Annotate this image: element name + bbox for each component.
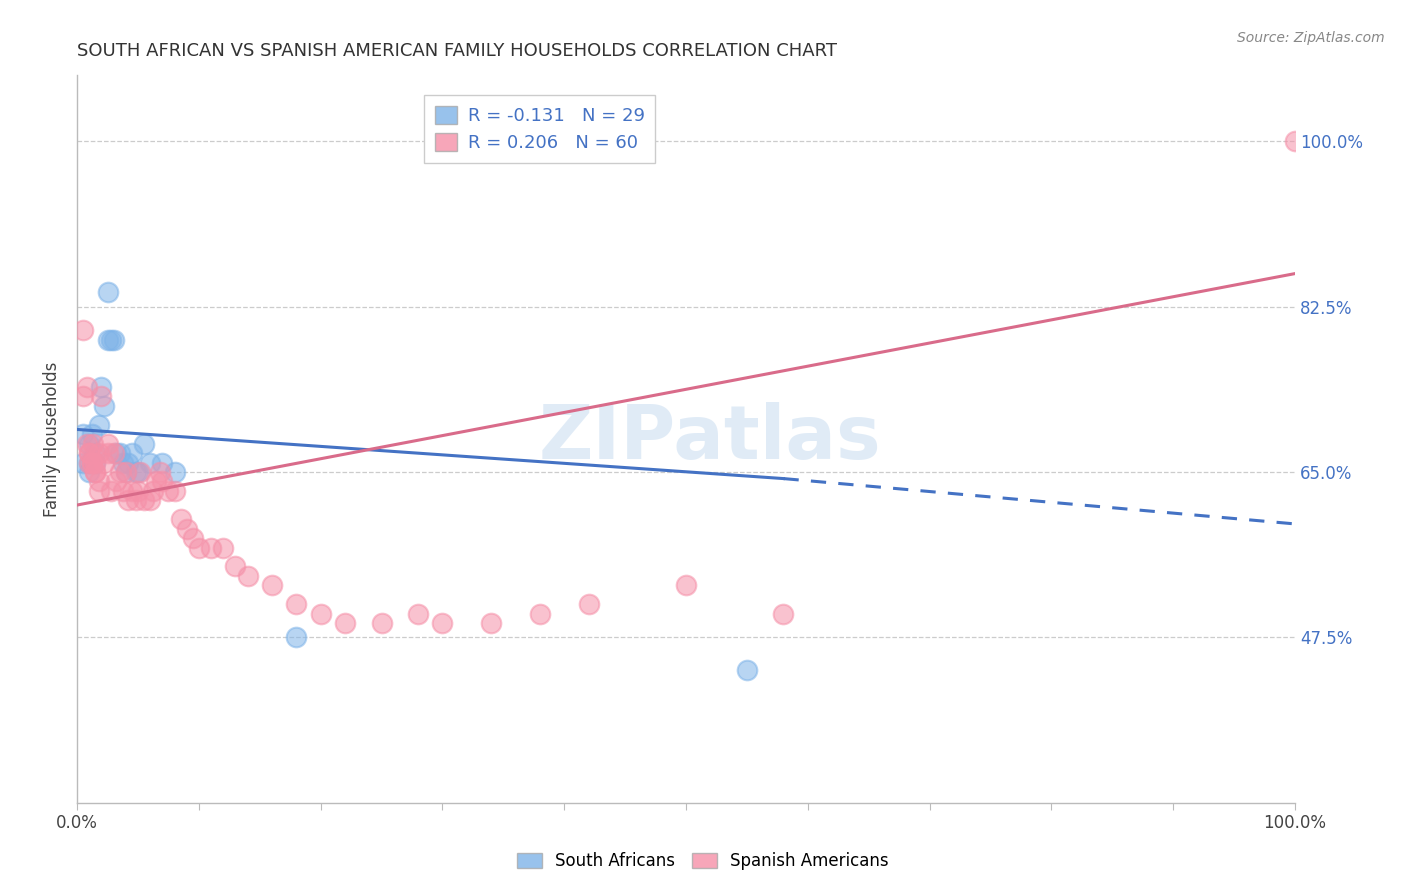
Point bbox=[169, 512, 191, 526]
Point bbox=[112, 456, 135, 470]
Point bbox=[432, 616, 454, 631]
Point bbox=[675, 578, 697, 592]
Point bbox=[96, 446, 118, 460]
Point bbox=[370, 616, 392, 631]
Point bbox=[77, 446, 100, 460]
Point bbox=[187, 541, 209, 555]
Point bbox=[93, 399, 115, 413]
Point bbox=[87, 446, 110, 460]
Point bbox=[77, 456, 100, 470]
Point bbox=[129, 465, 152, 479]
Point bbox=[76, 436, 98, 450]
Point bbox=[87, 483, 110, 498]
Point bbox=[117, 456, 139, 470]
Point bbox=[333, 616, 356, 631]
Point bbox=[76, 380, 98, 394]
Point bbox=[157, 483, 180, 498]
Point bbox=[84, 465, 107, 479]
Point bbox=[117, 493, 139, 508]
Point bbox=[139, 493, 162, 508]
Point bbox=[77, 456, 100, 470]
Point bbox=[132, 436, 155, 450]
Point bbox=[114, 465, 136, 479]
Point bbox=[406, 607, 429, 621]
Point bbox=[260, 578, 283, 592]
Point bbox=[90, 380, 112, 394]
Point bbox=[121, 446, 143, 460]
Point bbox=[529, 607, 551, 621]
Point bbox=[84, 465, 107, 479]
Point bbox=[236, 569, 259, 583]
Point bbox=[112, 483, 135, 498]
Point bbox=[84, 456, 107, 470]
Legend: R = -0.131   N = 29, R = 0.206   N = 60: R = -0.131 N = 29, R = 0.206 N = 60 bbox=[425, 95, 655, 162]
Point bbox=[72, 323, 94, 337]
Point bbox=[103, 446, 125, 460]
Point bbox=[72, 389, 94, 403]
Point bbox=[132, 493, 155, 508]
Point bbox=[479, 616, 502, 631]
Point bbox=[578, 597, 600, 611]
Point bbox=[121, 483, 143, 498]
Point bbox=[93, 456, 115, 470]
Point bbox=[150, 475, 173, 489]
Point bbox=[77, 465, 100, 479]
Point bbox=[735, 664, 758, 678]
Point bbox=[163, 465, 186, 479]
Point bbox=[163, 483, 186, 498]
Text: ZIPatlas: ZIPatlas bbox=[538, 402, 882, 475]
Point bbox=[96, 333, 118, 347]
Point bbox=[72, 427, 94, 442]
Point bbox=[127, 465, 149, 479]
Point bbox=[285, 597, 308, 611]
Y-axis label: Family Households: Family Households bbox=[44, 361, 60, 516]
Point bbox=[80, 456, 103, 470]
Point bbox=[181, 531, 204, 545]
Point bbox=[100, 333, 122, 347]
Point bbox=[100, 483, 122, 498]
Point bbox=[309, 607, 332, 621]
Point bbox=[105, 475, 128, 489]
Point bbox=[72, 456, 94, 470]
Point bbox=[285, 630, 308, 644]
Point bbox=[87, 475, 110, 489]
Point bbox=[80, 427, 103, 442]
Point bbox=[127, 483, 149, 498]
Point bbox=[96, 436, 118, 450]
Point bbox=[224, 559, 246, 574]
Point bbox=[772, 607, 794, 621]
Point bbox=[77, 436, 100, 450]
Text: SOUTH AFRICAN VS SPANISH AMERICAN FAMILY HOUSEHOLDS CORRELATION CHART: SOUTH AFRICAN VS SPANISH AMERICAN FAMILY… bbox=[77, 42, 837, 60]
Point bbox=[124, 493, 146, 508]
Point bbox=[80, 456, 103, 470]
Point bbox=[87, 417, 110, 432]
Point bbox=[82, 436, 104, 450]
Point bbox=[114, 465, 136, 479]
Point bbox=[77, 446, 100, 460]
Point bbox=[84, 456, 107, 470]
Text: Source: ZipAtlas.com: Source: ZipAtlas.com bbox=[1237, 31, 1385, 45]
Point bbox=[150, 456, 173, 470]
Point bbox=[212, 541, 235, 555]
Point bbox=[139, 456, 162, 470]
Point bbox=[1284, 134, 1306, 148]
Point bbox=[90, 389, 112, 403]
Point bbox=[142, 483, 165, 498]
Point bbox=[103, 333, 125, 347]
Point bbox=[108, 465, 131, 479]
Point bbox=[84, 446, 107, 460]
Point bbox=[108, 446, 131, 460]
Legend: South Africans, Spanish Americans: South Africans, Spanish Americans bbox=[510, 846, 896, 877]
Point bbox=[176, 522, 198, 536]
Point bbox=[200, 541, 222, 555]
Point bbox=[149, 465, 172, 479]
Point bbox=[96, 285, 118, 300]
Point bbox=[105, 446, 128, 460]
Point bbox=[124, 465, 146, 479]
Point bbox=[145, 475, 167, 489]
